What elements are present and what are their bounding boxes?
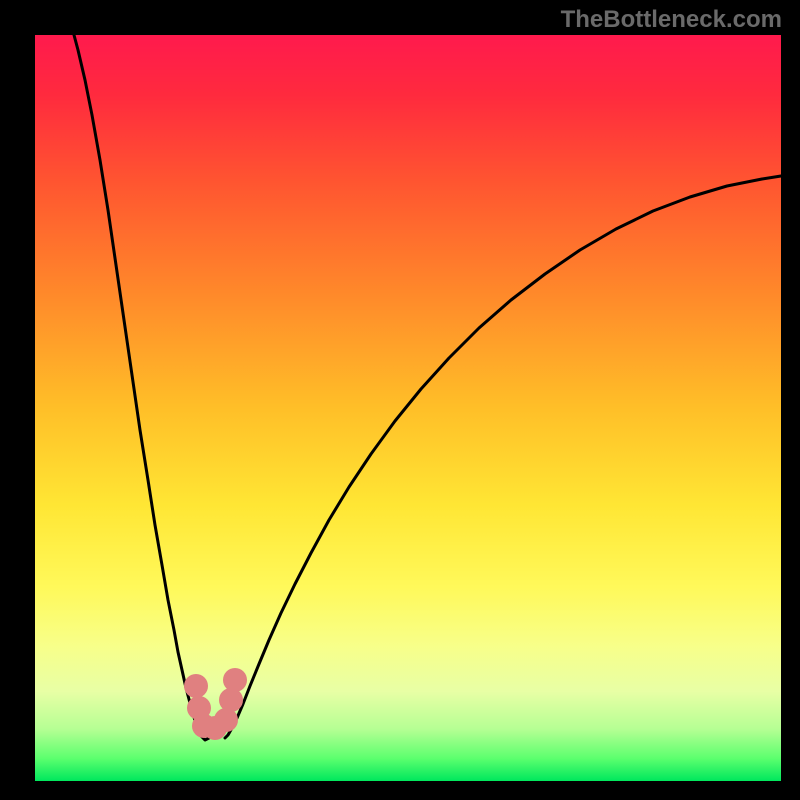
- data-point-marker: [184, 674, 208, 698]
- right-curve: [225, 176, 781, 738]
- bottleneck-curves: [0, 0, 800, 800]
- left-curve: [74, 35, 209, 740]
- watermark-text: TheBottleneck.com: [561, 6, 782, 34]
- data-point-marker: [223, 668, 247, 692]
- chart-container: TheBottleneck.com: [0, 0, 800, 800]
- data-point-marker: [214, 708, 238, 732]
